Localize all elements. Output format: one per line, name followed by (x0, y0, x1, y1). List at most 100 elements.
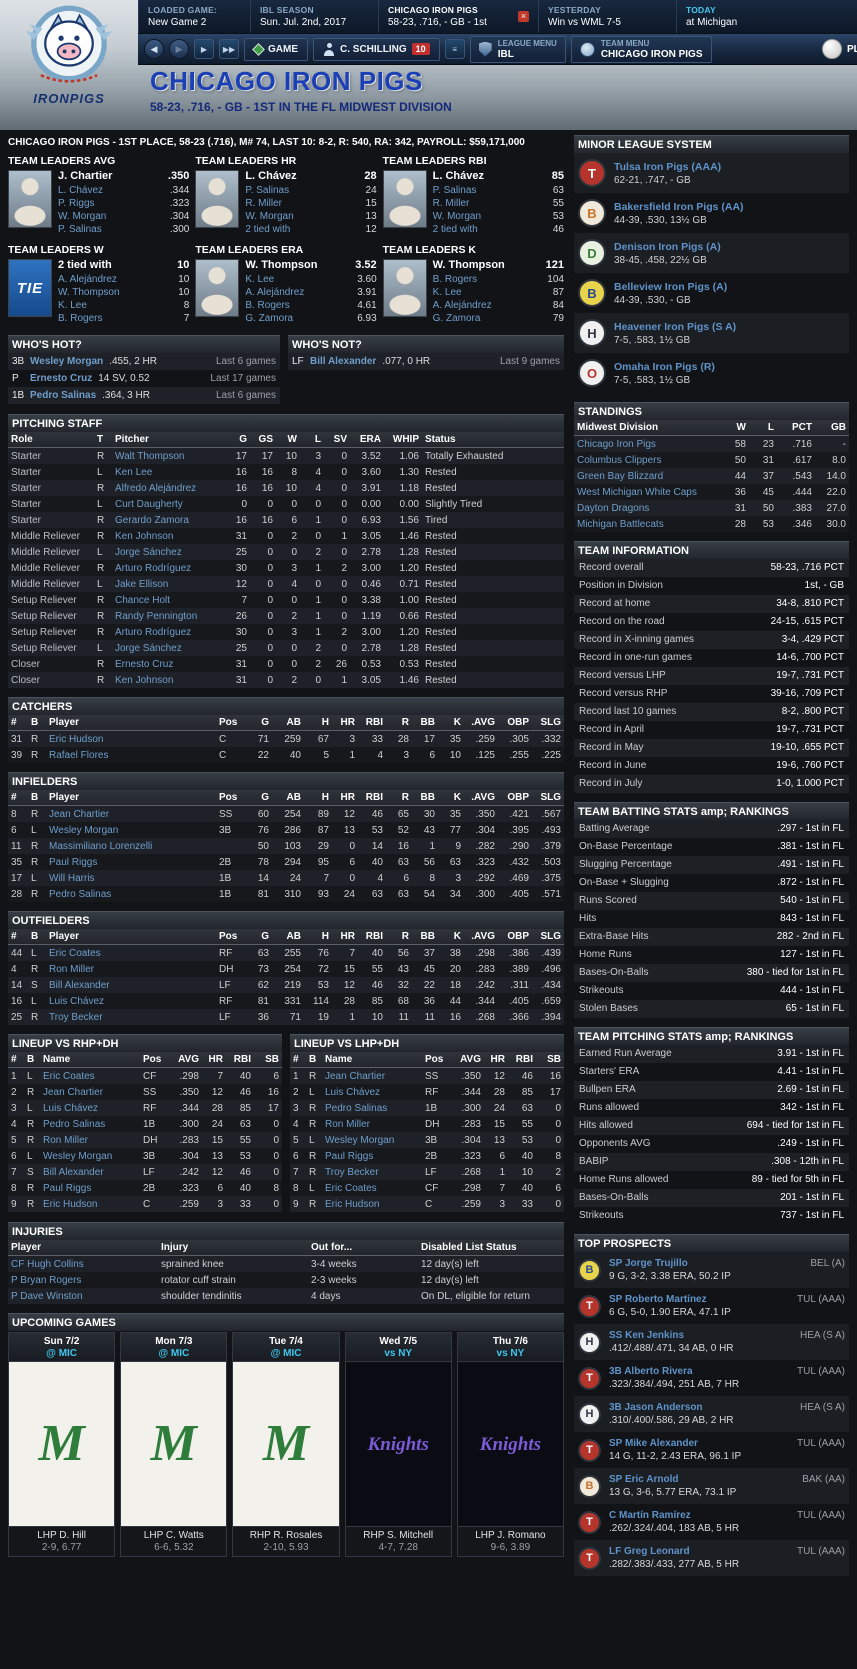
leader-name[interactable]: 2 tied with (58, 259, 112, 271)
leader-name[interactable]: B. Rogers (58, 313, 103, 324)
leader-name[interactable]: A. Alejándrez (245, 287, 305, 298)
leader-name[interactable]: A. Alejándrez (58, 274, 117, 285)
prospect-name[interactable]: SP Eric Arnold (609, 1474, 679, 1485)
player-name[interactable]: Troy Becker (325, 1166, 379, 1178)
leader-name[interactable]: L. Chávez (245, 170, 297, 182)
leader-top-row[interactable]: L. Chávez 28 (245, 170, 376, 182)
leader-row[interactable]: G. Zamora 6.93 (245, 312, 376, 325)
player-name[interactable]: Eric Hudson (49, 733, 104, 745)
leader-name[interactable]: P. Salinas (245, 185, 290, 196)
leader-row[interactable]: K. Lee 87 (433, 286, 564, 299)
pitcher-name[interactable]: Alfredo Alejándrez (115, 482, 197, 494)
topbar-segment[interactable]: CHICAGO IRON PIGS 58-23, .716, - GB - 1s… (378, 0, 538, 33)
player-name[interactable]: P Bryan Rogers (11, 1274, 82, 1286)
player-name[interactable]: Pedro Salinas (49, 888, 112, 900)
team-name[interactable]: West Michigan White Caps (577, 486, 697, 498)
prospect-name[interactable]: SP Roberto Martínez (609, 1294, 707, 1305)
player-name[interactable]: Pedro Salinas (325, 1102, 388, 1114)
leader-name[interactable]: A. Alejándrez (432, 300, 492, 311)
team-name[interactable]: Dayton Dragons (577, 502, 650, 514)
team-name[interactable]: Bakersfield Iron Pigs (AA) (614, 200, 744, 213)
leader-row[interactable]: P. Salinas .300 (58, 223, 189, 236)
prospect-name[interactable]: 3B Jason Anderson (609, 1402, 703, 1413)
board-button[interactable]: ≡ (444, 39, 465, 59)
leader-row[interactable]: K. Lee 3.60 (245, 273, 376, 286)
player-name[interactable]: Ron Miller (325, 1118, 371, 1130)
player-name[interactable]: Pedro Salinas (30, 390, 97, 401)
player-name[interactable]: Luis Chávez (43, 1102, 99, 1114)
leader-name[interactable]: P. Salinas (432, 185, 477, 196)
leader-name[interactable]: R. Miller (432, 198, 470, 209)
prospect-name[interactable]: LF Greg Leonard (609, 1546, 690, 1557)
prospect-name[interactable]: SP Mike Alexander (609, 1438, 698, 1449)
pitcher-name[interactable]: Arturo Rodríguez (115, 626, 192, 638)
leader-name[interactable]: W. Morgan (58, 211, 107, 222)
topbar-segment[interactable]: IBL SEASON Sun. Jul. 2nd, 2017 (250, 0, 378, 33)
game-button[interactable]: GAME (244, 37, 308, 61)
close-icon[interactable] (230, 11, 241, 22)
topbar-segment[interactable]: LOADED GAME: New Game 2 (138, 0, 250, 33)
leader-name[interactable]: P. Salinas (58, 224, 102, 235)
leader-name[interactable]: W. Morgan (432, 211, 482, 222)
player-name[interactable]: Ron Miller (43, 1134, 89, 1146)
prospect-name[interactable]: C Martín Ramírez (609, 1510, 691, 1521)
game-card[interactable]: Tue 7/4 @ MIC M RHP R. Rosales 2-10, 5.9… (232, 1332, 340, 1557)
player-name[interactable]: Wesley Morgan (30, 356, 104, 367)
player-name[interactable]: Luis Chávez (325, 1086, 381, 1098)
team-name[interactable]: Chicago Iron Pigs (577, 438, 656, 450)
leader-name[interactable]: L. Chávez (58, 185, 104, 196)
pitcher-name[interactable]: Jake Ellison (115, 578, 169, 590)
leader-name[interactable]: K. Lee (58, 300, 87, 311)
leader-row[interactable]: A. Alejándrez 84 (433, 299, 564, 312)
leader-row[interactable]: R. Miller 15 (245, 197, 376, 210)
player-name[interactable]: Bill Alexander (310, 356, 377, 367)
team-name[interactable]: Belleview Iron Pigs (A) (614, 280, 728, 293)
leader-name[interactable]: B. Rogers (245, 300, 290, 311)
player-name[interactable]: Ernesto Cruz (30, 373, 93, 384)
pitcher-name[interactable]: Randy Pennington (115, 610, 198, 622)
leader-name[interactable]: L. Chávez (432, 170, 485, 182)
player-name[interactable]: Luis Chávez (49, 995, 105, 1007)
leader-name[interactable]: G. Zamora (432, 313, 481, 324)
player-name[interactable]: Jean Chartier (325, 1070, 386, 1082)
leader-name[interactable]: G. Zamora (245, 313, 294, 324)
leader-name[interactable]: W. Thompson (58, 287, 120, 298)
probable-pitcher[interactable]: LHP D. Hill (37, 1530, 86, 1541)
probable-pitcher[interactable]: LHP J. Romano (475, 1530, 546, 1541)
player-name[interactable]: Paul Riggs (49, 856, 98, 868)
close-icon[interactable]: × (518, 11, 529, 22)
player-name[interactable]: Bill Alexander (43, 1166, 104, 1178)
player-name[interactable]: Paul Riggs (43, 1182, 92, 1194)
player-name[interactable]: Paul Riggs (325, 1150, 374, 1162)
leader-name[interactable]: W. Thompson (432, 259, 505, 271)
team-name[interactable]: Denison Iron Pigs (A) (614, 240, 721, 253)
pitcher-name[interactable]: Jorge Sánchez (115, 642, 182, 654)
prospect-name[interactable]: 3B Alberto Rivera (609, 1366, 693, 1377)
leader-row[interactable]: A. Alejándrez 3.91 (245, 286, 376, 299)
pitcher-name[interactable]: Ernesto Cruz (115, 658, 174, 670)
leader-name[interactable]: 2 tied with (245, 224, 291, 235)
leader-row[interactable]: B. Rogers 4.61 (245, 299, 376, 312)
pitcher-name[interactable]: Ken Lee (115, 466, 153, 478)
player-name[interactable]: Eric Coates (49, 947, 101, 959)
leader-row[interactable]: B. Rogers 7 (58, 312, 189, 325)
leader-top-row[interactable]: L. Chávez 85 (433, 170, 564, 182)
leader-name[interactable]: R. Miller (245, 198, 282, 209)
leader-row[interactable]: A. Alejándrez 10 (58, 273, 189, 286)
skip-button[interactable]: ▶▶ (219, 39, 239, 59)
player-name[interactable]: Jean Chartier (43, 1086, 104, 1098)
leader-name[interactable]: J. Chartier (58, 170, 113, 182)
leader-row[interactable]: W. Morgan .304 (58, 210, 189, 223)
team-name[interactable]: Tulsa Iron Pigs (AAA) (614, 160, 722, 173)
player-name[interactable]: Massimiliano Lorenzelli (49, 840, 153, 852)
team-menu[interactable]: TEAM MENU CHICAGO IRON PIGS (570, 35, 712, 63)
player-name[interactable]: Eric Coates (325, 1182, 377, 1194)
pitcher-name[interactable]: Ken Johnson (115, 530, 174, 542)
leader-row[interactable]: P. Salinas 24 (245, 184, 376, 197)
leader-name[interactable]: 2 tied with (432, 224, 478, 235)
player-name[interactable]: Rafael Flores (49, 749, 109, 761)
pitcher-name[interactable]: Curt Daugherty (115, 498, 183, 510)
probable-pitcher[interactable]: RHP R. Rosales (249, 1530, 323, 1541)
leader-row[interactable]: W. Morgan 13 (245, 210, 376, 223)
close-icon[interactable] (837, 11, 848, 22)
